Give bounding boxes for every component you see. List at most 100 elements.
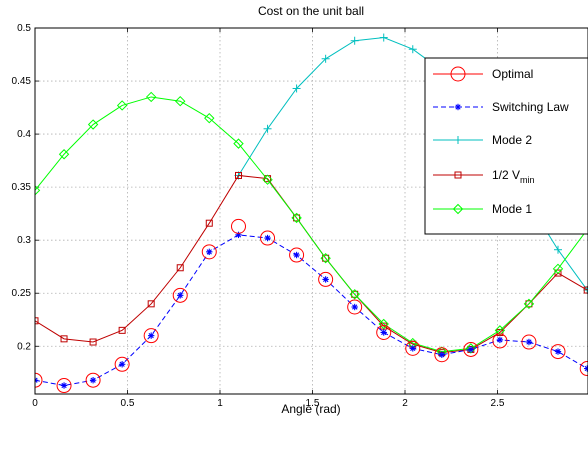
y-tick-label: 0.5 — [17, 23, 31, 34]
data-point-mode-1 — [291, 212, 302, 224]
data-point-switching-law — [351, 303, 358, 311]
series-mode-1 — [35, 91, 588, 357]
y-tick-label: 0.45 — [12, 76, 32, 87]
data-point-switching-law — [177, 292, 184, 299]
data-point-mode-1 — [87, 119, 99, 130]
data-point-optimal — [172, 287, 188, 303]
x-tick-label: 1.5 — [306, 398, 320, 409]
data-point-optimal — [492, 333, 508, 349]
series-optimal — [35, 218, 588, 394]
plot-area-frame — [34, 27, 588, 395]
data-point-1-2-v — [293, 214, 301, 222]
data-point-mode-1 — [262, 174, 273, 185]
x-tick-label: 2.5 — [491, 398, 505, 409]
legend-box — [424, 57, 588, 235]
series-line-switching-law — [35, 234, 588, 387]
legend-entry-mode-2: Mode 2 — [433, 133, 532, 147]
series-line-mode-1 — [35, 96, 588, 353]
data-point-mode-2 — [321, 54, 330, 63]
data-point-1-2-v — [525, 300, 533, 308]
legend-label-mode-1: Mode 1 — [492, 202, 532, 216]
y-tick-label: 0.3 — [17, 235, 31, 246]
data-point-optimal — [347, 299, 363, 315]
data-point-optimal — [35, 372, 43, 388]
data-point-1-2-v — [322, 254, 330, 262]
legend-entry-mode-1: Mode 1 — [433, 202, 532, 216]
data-point-mode-1 — [523, 298, 535, 310]
data-point-optimal — [143, 328, 159, 344]
data-point-1-2-v — [176, 264, 184, 272]
data-point-optimal — [231, 218, 246, 234]
legend-entry-switching-law: Switching Law — [433, 100, 569, 114]
legend-marker-mode-2 — [454, 136, 462, 144]
legend-marker-1-2-v — [454, 171, 462, 179]
data-point-switching-law — [438, 351, 446, 358]
data-point-mode-1 — [116, 100, 128, 111]
data-point-optimal — [289, 247, 305, 263]
data-point-switching-law — [525, 338, 533, 346]
ticks-layer: 0 0.5 1 1.5 2 2.5 0.2 0.25 0.3 0.35 0.4 0.45 0.5 — [12, 23, 505, 409]
data-point-1-2-v — [118, 326, 126, 334]
data-point-mode-1 — [175, 95, 186, 107]
data-point-1-2-v — [205, 219, 213, 227]
data-point-mode-1 — [145, 91, 157, 103]
data-point-1-2-v — [235, 171, 242, 179]
y-tick-label: 0.2 — [17, 341, 31, 352]
data-point-switching-law — [496, 336, 504, 344]
y-tick-label: 0.25 — [12, 288, 32, 299]
data-point-1-2-v — [351, 290, 359, 298]
data-point-optimal — [114, 356, 130, 372]
data-point-mode-1 — [465, 343, 477, 354]
data-point-mode-1 — [320, 253, 331, 264]
data-point-switching-law — [60, 382, 68, 389]
legend-label-optimal: Optimal — [492, 67, 533, 81]
data-point-switching-law — [554, 348, 562, 355]
data-point-switching-law — [409, 345, 416, 352]
x-tick-label: 1 — [217, 398, 223, 409]
x-tick-label: 0 — [32, 398, 38, 409]
data-point-switching-law — [206, 248, 213, 256]
data-point-optimal — [201, 244, 217, 260]
data-point-optimal — [405, 340, 421, 356]
data-point-mode-1 — [552, 263, 564, 275]
y-tick-label: 0.35 — [12, 182, 32, 193]
data-point-mode-2 — [263, 124, 272, 133]
data-point-mode-1 — [58, 149, 70, 160]
data-point-mode-1 — [378, 318, 389, 330]
data-point-optimal — [579, 361, 588, 377]
data-point-mode-2 — [292, 84, 301, 93]
data-point-mode-2 — [350, 36, 359, 45]
data-point-1-2-v — [147, 300, 155, 308]
data-point-mode-2 — [408, 45, 417, 54]
x-tick-label: 0.5 — [121, 398, 135, 409]
data-point-optimal — [260, 230, 276, 246]
legend-label-subscript: min — [520, 175, 535, 185]
data-point-mode-1 — [204, 112, 215, 124]
data-point-switching-law — [89, 377, 97, 384]
chart-title: Cost on the unit ball — [258, 4, 364, 18]
x-axis-label: Angle (rad) — [281, 402, 340, 416]
data-point-optimal — [550, 344, 566, 360]
data-point-switching-law — [118, 361, 126, 368]
data-point-switching-law — [264, 234, 271, 242]
data-point-optimal — [521, 334, 537, 350]
legend-entry-optimal: Optimal — [433, 66, 533, 82]
data-point-1-2-v — [583, 286, 588, 294]
data-point-optimal — [85, 372, 101, 388]
data-point-mode-1 — [35, 185, 41, 196]
data-point-switching-law — [35, 377, 39, 384]
data-point-optimal — [434, 347, 450, 363]
legend-marker-switching-law — [454, 103, 462, 111]
legend-label-switching-law: Switching Law — [492, 100, 569, 114]
data-point-mode-1 — [349, 289, 360, 300]
data-point-switching-law — [322, 276, 329, 283]
data-point-optimal — [56, 378, 72, 394]
data-point-switching-law — [147, 332, 155, 339]
data-point-optimal — [376, 324, 392, 340]
data-point-1-2-v — [35, 317, 39, 325]
data-point-switching-law — [467, 346, 475, 353]
data-point-mode-1 — [494, 325, 506, 336]
data-point-switching-law — [293, 251, 300, 259]
